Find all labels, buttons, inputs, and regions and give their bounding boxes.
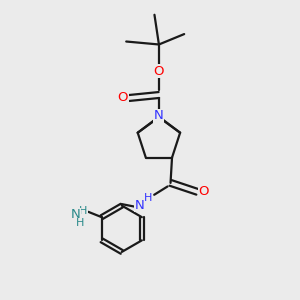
- Text: H: H: [144, 193, 152, 203]
- Text: O: O: [117, 92, 128, 104]
- Text: H: H: [79, 206, 87, 216]
- Text: O: O: [154, 65, 164, 78]
- Text: N: N: [134, 199, 144, 212]
- Text: O: O: [199, 185, 209, 198]
- Text: N: N: [154, 109, 164, 122]
- Text: H: H: [76, 218, 85, 228]
- Text: N: N: [71, 208, 80, 221]
